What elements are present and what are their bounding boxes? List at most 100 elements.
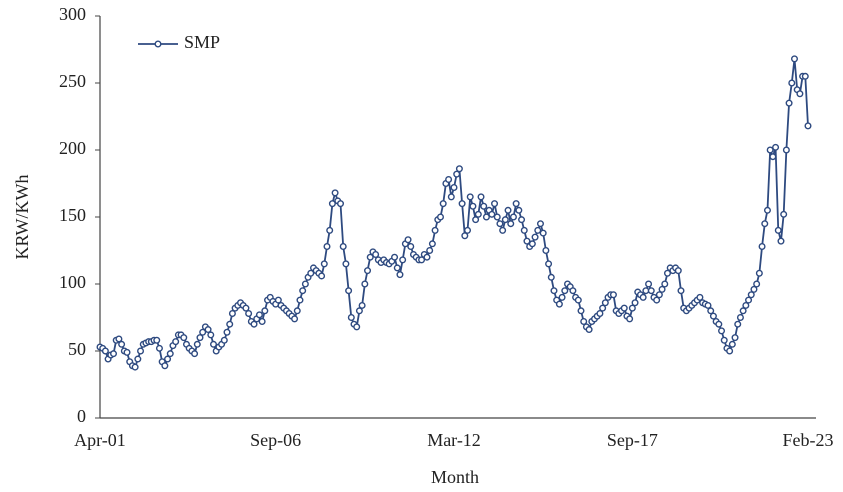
point-marker [301, 280, 309, 288]
point-marker [645, 280, 653, 288]
legend-label: SMP [184, 32, 220, 52]
point-marker [355, 307, 363, 315]
legend-marker [154, 40, 162, 48]
point-marker [777, 237, 785, 245]
point-marker [766, 146, 774, 154]
point-marker [531, 233, 539, 241]
point-marker [528, 240, 536, 248]
point-marker [720, 336, 728, 344]
x-tick-label: Apr-01 [74, 430, 126, 450]
point-marker [101, 347, 109, 355]
point-marker [658, 285, 666, 293]
point-marker [115, 335, 123, 343]
point-marker [342, 260, 350, 268]
point-marker [585, 326, 593, 334]
point-marker [137, 347, 145, 355]
point-marker [193, 340, 201, 348]
point-marker [788, 79, 796, 87]
point-marker [328, 200, 336, 208]
y-tick-label: 0 [77, 406, 86, 426]
point-marker [523, 237, 531, 245]
point-marker [601, 299, 609, 307]
point-marker [293, 307, 301, 315]
point-marker [258, 318, 266, 326]
point-marker [728, 340, 736, 348]
point-marker [155, 344, 163, 352]
point-marker [545, 260, 553, 268]
point-marker [804, 122, 812, 130]
point-marker [477, 193, 485, 201]
point-marker [774, 226, 782, 234]
point-marker [790, 55, 798, 63]
point-marker [153, 336, 161, 344]
point-marker [464, 226, 472, 234]
point-marker [753, 280, 761, 288]
point-marker [663, 269, 671, 277]
point-marker [164, 355, 172, 363]
point-marker [480, 202, 488, 210]
point-marker [482, 213, 490, 221]
point-marker [366, 253, 374, 261]
point-marker [599, 304, 607, 312]
point-marker [750, 285, 758, 293]
point-marker [223, 328, 231, 336]
point-marker [399, 256, 407, 264]
point-marker [423, 253, 431, 261]
y-tick-label: 250 [59, 71, 86, 91]
y-tick-label: 150 [59, 205, 86, 225]
point-marker [763, 206, 771, 214]
point-marker [453, 170, 461, 178]
point-marker [550, 287, 558, 295]
point-marker [726, 347, 734, 355]
point-marker [299, 287, 307, 295]
point-marker [555, 300, 563, 308]
point-marker [755, 269, 763, 277]
point-marker [631, 299, 639, 307]
point-marker [742, 301, 750, 309]
point-marker [426, 246, 434, 254]
point-marker [172, 338, 180, 346]
point-marker [450, 184, 458, 192]
point-marker [577, 307, 585, 315]
x-axis-title: Month [431, 467, 479, 487]
point-marker [472, 216, 480, 224]
point-marker [491, 200, 499, 208]
point-marker [166, 350, 174, 358]
point-marker [736, 314, 744, 322]
point-marker [569, 287, 577, 295]
point-marker [609, 291, 617, 299]
point-marker [361, 280, 369, 288]
point-marker [488, 210, 496, 218]
point-marker [639, 293, 647, 301]
x-tick-label: Mar-12 [427, 430, 481, 450]
point-marker [207, 331, 215, 339]
point-marker [439, 200, 447, 208]
point-marker [161, 362, 169, 370]
point-marker [709, 312, 717, 320]
series-line [99, 58, 809, 369]
point-marker [504, 206, 512, 214]
point-marker [661, 280, 669, 288]
point-marker [558, 293, 566, 301]
point-marker [515, 206, 523, 214]
point-marker [436, 213, 444, 221]
x-tick-label: Sep-17 [607, 430, 658, 450]
point-marker [518, 216, 526, 224]
point-marker [318, 272, 326, 280]
point-marker [536, 220, 544, 228]
point-marker [747, 291, 755, 299]
point-marker [561, 287, 569, 295]
point-marker [466, 193, 474, 201]
point-marker [628, 304, 636, 312]
point-marker [461, 232, 469, 240]
point-marker [520, 226, 528, 234]
point-marker [431, 226, 439, 234]
point-marker [447, 193, 455, 201]
point-marker [496, 220, 504, 228]
point-marker [245, 309, 253, 317]
y-tick-label: 200 [59, 138, 86, 158]
point-marker [220, 336, 228, 344]
point-marker [339, 242, 347, 250]
point-marker [134, 355, 142, 363]
point-marker [226, 320, 234, 328]
